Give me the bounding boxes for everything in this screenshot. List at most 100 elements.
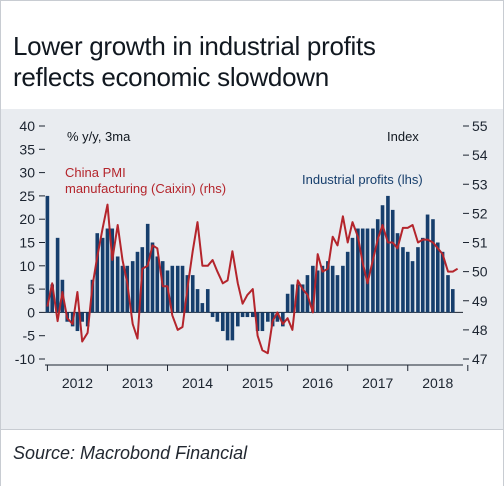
- right-axis-tick-label: 55: [472, 118, 488, 134]
- bar: [120, 265, 125, 313]
- bar: [290, 284, 295, 313]
- bar: [215, 312, 220, 322]
- left-axis-tick-label: 10: [19, 258, 35, 274]
- plot-area: -10 -5 0 5 10 15 20 25 30 35 40 47 48 49 50 51 52 53 54 55 2…: [1, 109, 503, 429]
- bar: [115, 256, 120, 313]
- bar: [345, 251, 350, 313]
- bar-series: [45, 195, 455, 341]
- bar: [371, 228, 375, 313]
- left-axis-tick-label: 0: [27, 304, 35, 320]
- bar: [175, 265, 180, 313]
- bar: [220, 312, 225, 332]
- bar: [315, 270, 320, 313]
- legend-pmi-line-2: manufacturing (Caixin) (rhs): [65, 181, 226, 196]
- chart-title: Lower growth in industrial profits refle…: [13, 31, 493, 93]
- bar: [85, 312, 90, 327]
- right-axis-tick-label: 52: [472, 205, 488, 221]
- bar: [245, 312, 250, 318]
- x-axis-tick-label: 2012: [62, 375, 93, 391]
- bar: [380, 205, 385, 313]
- bar: [390, 209, 395, 313]
- bar: [266, 312, 270, 322]
- left-axis-tick-label: 35: [19, 141, 35, 157]
- bar: [110, 228, 115, 313]
- bar: [425, 214, 430, 313]
- bar: [145, 223, 150, 313]
- bar: [356, 228, 360, 313]
- bar: [386, 195, 390, 313]
- right-axis-tick-label: 53: [472, 176, 488, 192]
- bar: [55, 237, 60, 313]
- bar: [150, 242, 155, 313]
- bar: [210, 312, 215, 318]
- bar: [90, 279, 95, 313]
- bar: [440, 251, 445, 313]
- bar: [275, 312, 280, 322]
- bar: [360, 228, 365, 313]
- source-block: Source: Macrobond Financial: [1, 429, 503, 486]
- bar: [230, 312, 235, 341]
- right-axis-tick-label: 47: [472, 351, 488, 367]
- bar: [326, 261, 330, 313]
- bar: [335, 275, 340, 313]
- bar: [450, 289, 455, 313]
- bar: [130, 261, 135, 313]
- left-axis-tick-label: -10: [15, 351, 35, 367]
- left-axis-tick-label: 5: [27, 281, 35, 297]
- legend-profits: Industrial profits (lhs): [302, 172, 423, 187]
- bar: [200, 303, 205, 313]
- line-series: [46, 203, 459, 355]
- bar: [405, 251, 410, 313]
- right-axis-unit-label: Index: [387, 129, 419, 144]
- bar: [401, 247, 405, 313]
- annotations: % y/y, 3ma Index China PMI manufacturing…: [65, 129, 423, 196]
- left-axis-tick-label: 20: [19, 211, 35, 227]
- bar: [105, 228, 110, 313]
- bar: [431, 219, 435, 313]
- bar: [416, 247, 420, 313]
- bar: [75, 312, 80, 332]
- bar: [135, 251, 140, 313]
- bar: [435, 242, 440, 313]
- x-axis-tick-label: 2016: [302, 375, 333, 391]
- chart-title-line-2: reflects economic slowdown: [13, 62, 329, 92]
- x-axis-tick-label: 2018: [422, 375, 453, 391]
- bar: [446, 275, 450, 313]
- x-axis-tick-label: 2015: [242, 375, 273, 391]
- x-axis-tick-label: 2017: [362, 375, 393, 391]
- bar: [260, 312, 265, 332]
- left-axis-tick-label: 25: [19, 188, 35, 204]
- bar: [95, 233, 100, 313]
- left-axis-tick-label: 40: [19, 118, 35, 134]
- bar: [410, 261, 415, 313]
- bar: [365, 228, 370, 313]
- bar: [300, 284, 305, 313]
- x-axis-tick-label: 2013: [122, 375, 153, 391]
- bar: [311, 265, 315, 313]
- right-axis-tick-label: 54: [472, 147, 488, 163]
- bar: [375, 219, 380, 313]
- bar: [296, 284, 300, 313]
- bar: [100, 237, 105, 313]
- bar: [255, 312, 260, 332]
- bar: [50, 284, 55, 313]
- x-axis-tick-label: 2014: [182, 375, 213, 391]
- bar: [225, 312, 230, 341]
- right-axis-tick-label: 48: [472, 322, 488, 338]
- axes: -10 -5 0 5 10 15 20 25 30 35 40 47 48 49 50 51 52 53 54 55 2…: [15, 118, 488, 391]
- bar: [330, 265, 335, 313]
- bar: [80, 312, 85, 322]
- bar: [205, 289, 210, 313]
- pmi-line: [46, 203, 459, 355]
- legend-pmi-line-1: China PMI: [65, 165, 126, 180]
- right-axis-tick-label: 50: [472, 264, 488, 280]
- right-axis-tick-label: 49: [472, 293, 488, 309]
- right-axis-tick-label: 51: [472, 235, 488, 251]
- bar: [155, 256, 160, 313]
- bar: [281, 312, 285, 327]
- title-block: Lower growth in industrial profits refle…: [1, 1, 503, 109]
- bar: [320, 265, 325, 313]
- bar: [45, 195, 50, 313]
- chart-svg: -10 -5 0 5 10 15 20 25 30 35 40 47 48 49 50 51 52 53 54 55 2…: [15, 118, 488, 391]
